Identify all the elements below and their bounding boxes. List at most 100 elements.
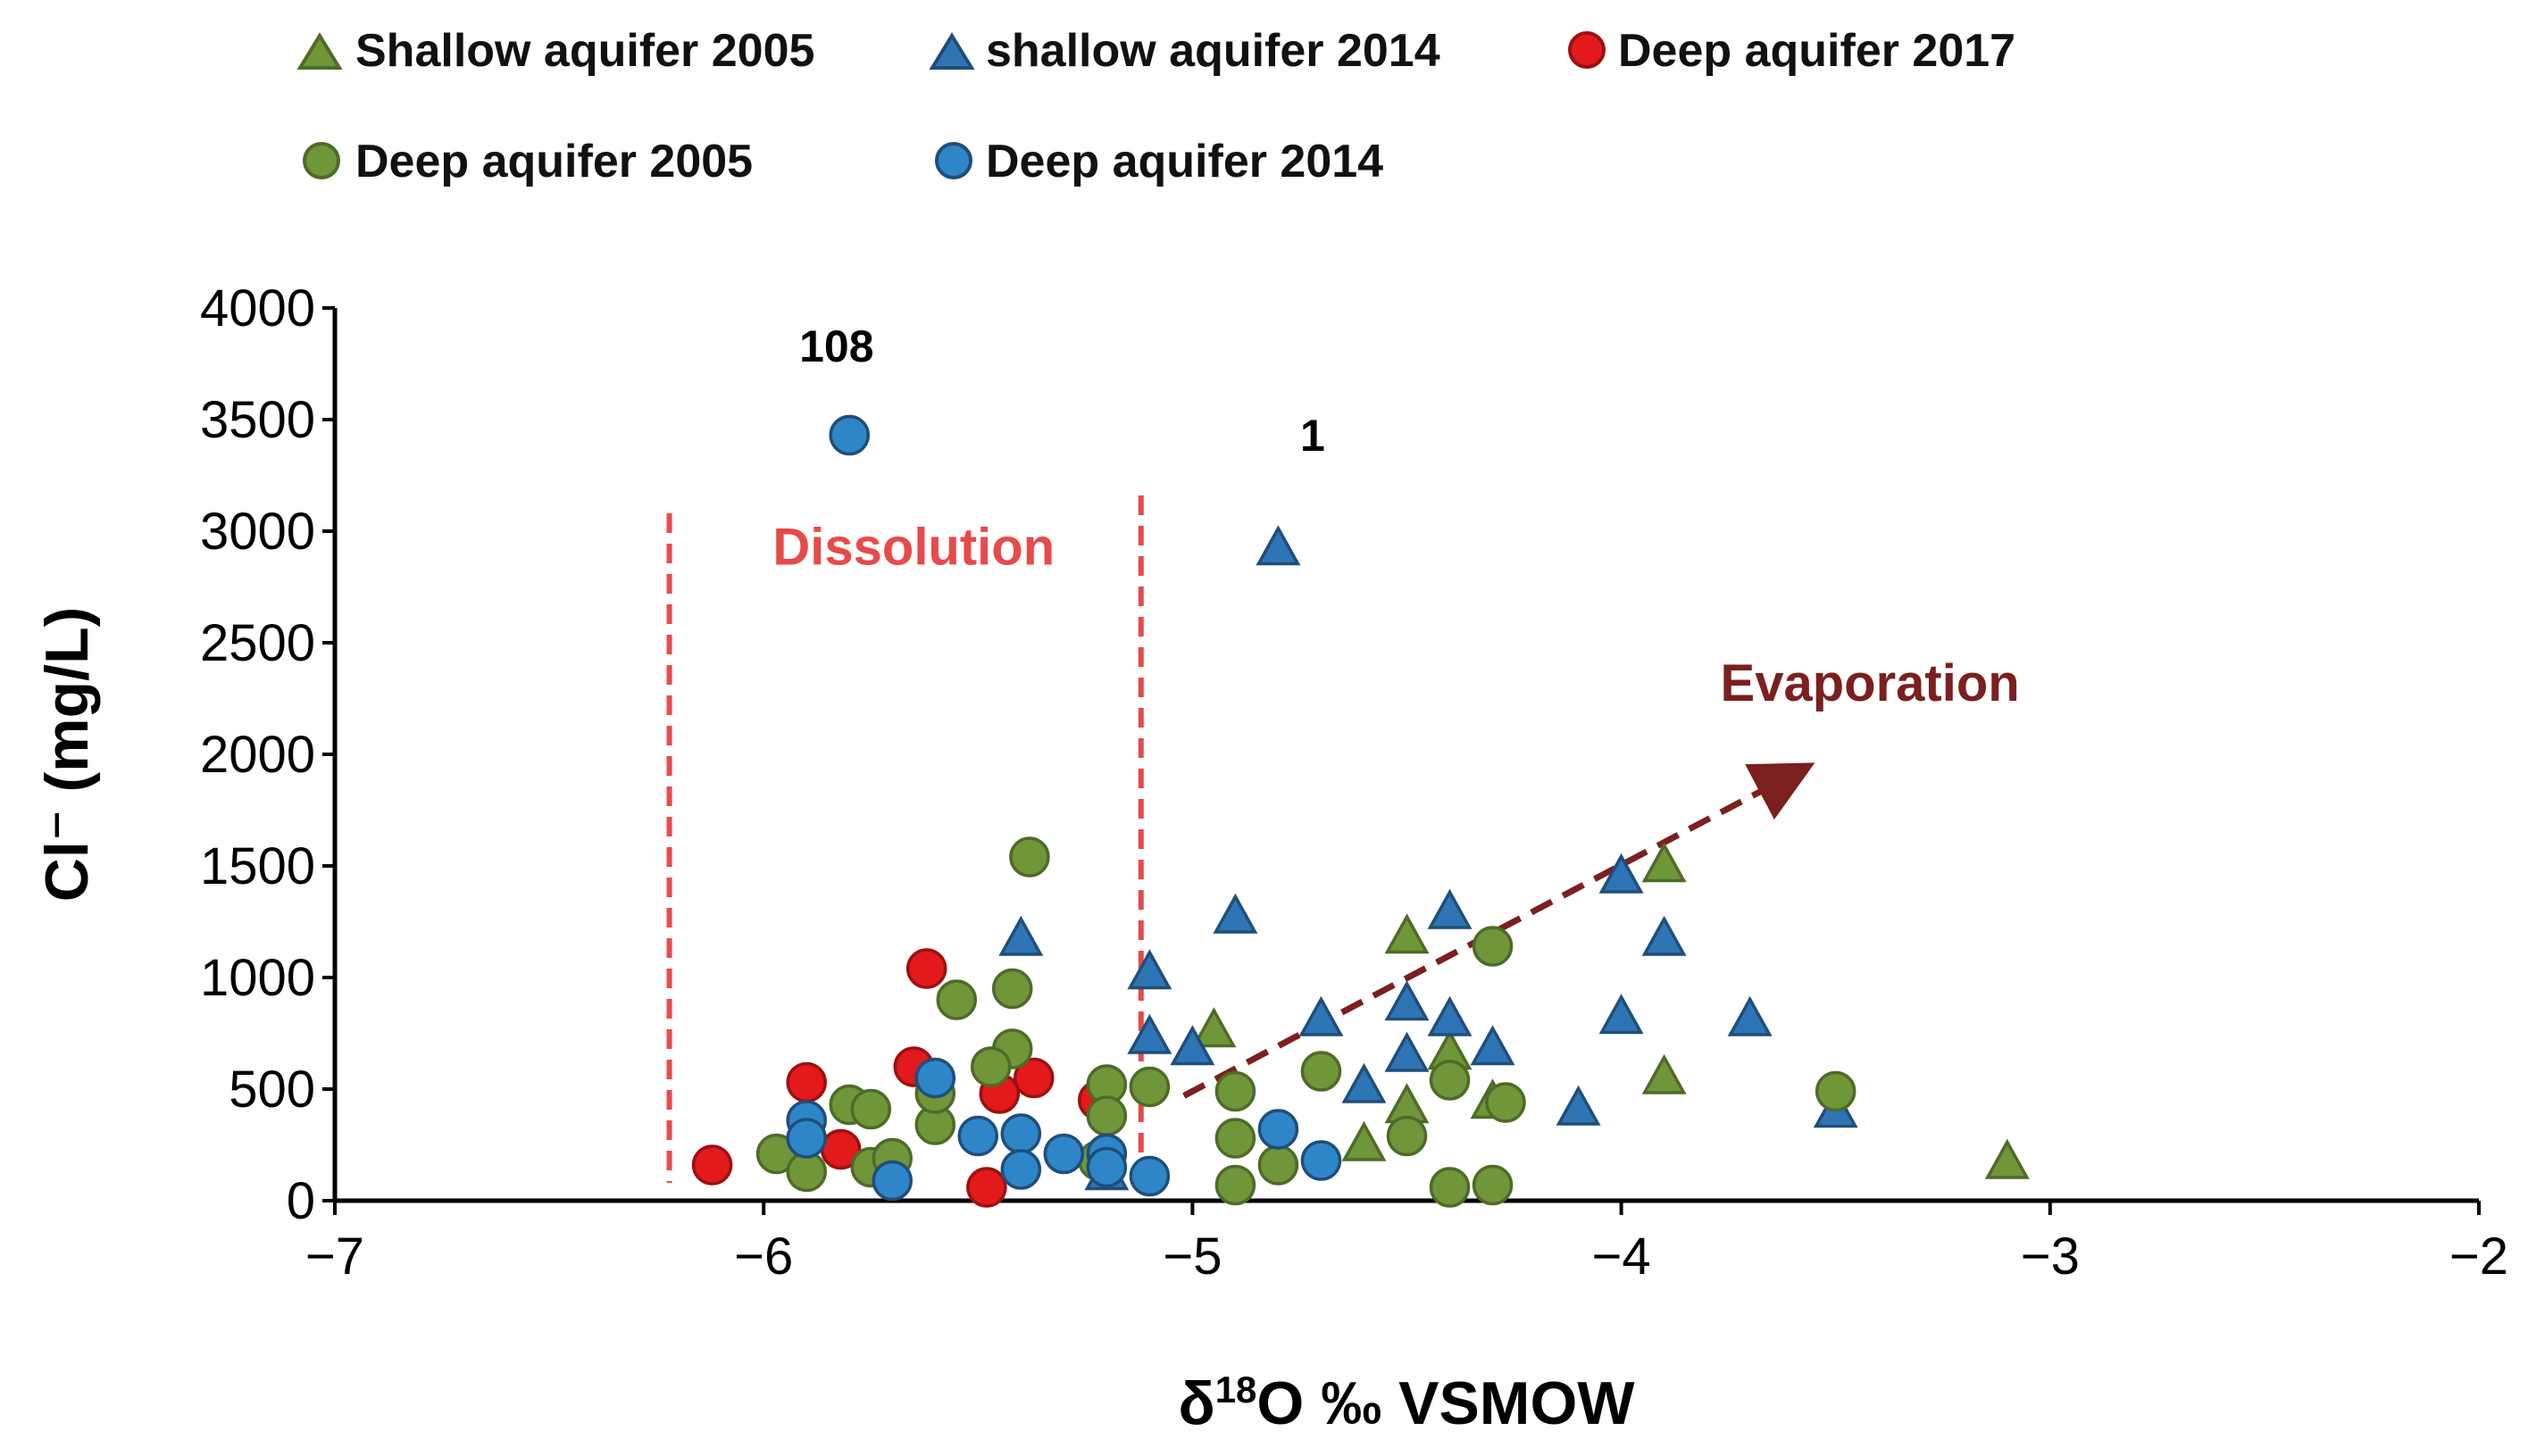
annotation-108: 108: [799, 321, 873, 371]
point-shallow-aquifer-2005[interactable]: [1191, 1007, 1237, 1048]
point-shallow-aquifer-2014[interactable]: [1298, 995, 1344, 1036]
point-deep-aquifer-2014[interactable]: [1043, 1133, 1085, 1175]
point-shallow-aquifer-2014[interactable]: [1384, 980, 1430, 1021]
point-deep-aquifer-2005[interactable]: [991, 968, 1033, 1010]
legend-item-deep-2014[interactable]: Deep aquifer 2014: [935, 136, 1383, 187]
y-ticks: 0 500 1000 1500 2000 2500 3000 3500 4000: [200, 279, 335, 1230]
legend-item-shallow-2005[interactable]: Shallow aquifer 2005: [296, 25, 814, 77]
y-tick-label: 3500: [200, 391, 315, 449]
point-shallow-aquifer-2014[interactable]: [1127, 949, 1172, 990]
point-deep-aquifer-2014[interactable]: [1257, 1109, 1299, 1150]
legend-marker-circle-blue-icon: [935, 142, 972, 179]
point-shallow-aquifer-2014[interactable]: [1341, 1062, 1387, 1103]
x-tick-label: −6: [734, 1227, 793, 1285]
point-shallow-aquifer-2014[interactable]: [1127, 1013, 1172, 1054]
point-deep-aquifer-2005[interactable]: [1815, 1070, 1856, 1112]
point-deep-aquifer-2017[interactable]: [786, 1061, 827, 1103]
legend-label: shallow aquifer 2014: [986, 25, 1440, 77]
legend-label: Shallow aquifer 2005: [355, 25, 814, 77]
point-deep-aquifer-2005[interactable]: [1086, 1095, 1128, 1136]
x-axis-title: δ18O ‰ VSMOW: [1178, 1369, 1635, 1437]
y-axis-title: Cl⁻ (mg/L): [33, 607, 101, 903]
point-deep-aquifer-2017[interactable]: [1013, 1057, 1055, 1099]
legend-marker-triangle-green-icon: [296, 32, 343, 70]
y-tick-label: 4000: [200, 279, 315, 337]
legend-item-deep-2005[interactable]: Deep aquifer 2005: [303, 136, 753, 187]
point-deep-aquifer-2005[interactable]: [936, 979, 978, 1020]
point-deep-aquifer-2014[interactable]: [1300, 1140, 1342, 1181]
point-shallow-aquifer-2014[interactable]: [1598, 853, 1644, 894]
point-shallow-aquifer-2005[interactable]: [1341, 1120, 1387, 1161]
point-shallow-aquifer-2014[interactable]: [998, 915, 1044, 956]
point-shallow-aquifer-2014[interactable]: [1427, 995, 1473, 1036]
point-deep-aquifer-2005[interactable]: [1429, 1060, 1471, 1101]
point-deep-aquifer-2005[interactable]: [1300, 1051, 1342, 1092]
point-shallow-aquifer-2005[interactable]: [1641, 1053, 1687, 1094]
point-deep-aquifer-2005[interactable]: [1472, 1164, 1514, 1206]
annotation-1: 1: [1300, 411, 1325, 461]
point-shallow-aquifer-2014[interactable]: [1213, 893, 1258, 934]
y-tick-label: 2000: [200, 726, 315, 784]
point-deep-aquifer-2014[interactable]: [1129, 1155, 1171, 1197]
point-shallow-aquifer-2014[interactable]: [1727, 995, 1773, 1036]
point-deep-aquifer-2005[interactable]: [1257, 1144, 1299, 1186]
point-deep-aquifer-2017[interactable]: [966, 1167, 1007, 1208]
point-shallow-aquifer-2014[interactable]: [1256, 525, 1301, 566]
legend-label: Deep aquifer 2005: [355, 136, 753, 187]
point-deep-aquifer-2005[interactable]: [1429, 1167, 1471, 1208]
point-deep-aquifer-2005[interactable]: [1214, 1070, 1256, 1112]
point-shallow-aquifer-2005[interactable]: [1984, 1138, 2030, 1179]
point-deep-aquifer-2014[interactable]: [957, 1115, 999, 1157]
x-ticks: −7 −6 −5 −4 −3 −2: [305, 1201, 2508, 1285]
legend-item-deep-2017[interactable]: Deep aquifer 2017: [1568, 25, 2015, 77]
point-deep-aquifer-2017[interactable]: [905, 948, 947, 989]
point-deep-aquifer-2014[interactable]: [1000, 1149, 1042, 1190]
y-tick-label: 0: [287, 1172, 315, 1230]
point-deep-aquifer-2005[interactable]: [1129, 1066, 1171, 1108]
y-tick-label: 500: [229, 1061, 315, 1119]
point-deep-aquifer-2005[interactable]: [970, 1046, 1012, 1087]
legend-marker-circle-green-icon: [303, 142, 340, 179]
y-tick-label: 1000: [200, 949, 315, 1007]
point-deep-aquifer-2005[interactable]: [1472, 926, 1514, 967]
legend-label: Deep aquifer 2017: [1618, 25, 2015, 77]
point-deep-aquifer-2017[interactable]: [691, 1144, 733, 1186]
point-shallow-aquifer-2014[interactable]: [1641, 915, 1687, 956]
point-shallow-aquifer-2014[interactable]: [1556, 1085, 1601, 1126]
point-shallow-aquifer-2014[interactable]: [1427, 888, 1473, 929]
point-deep-aquifer-2014[interactable]: [829, 414, 870, 456]
point-deep-aquifer-2005[interactable]: [786, 1151, 827, 1193]
legend-marker-circle-red-icon: [1568, 31, 1606, 69]
point-deep-aquifer-2014[interactable]: [872, 1160, 914, 1202]
point-shallow-aquifer-2014[interactable]: [1470, 1025, 1515, 1066]
point-deep-aquifer-2014[interactable]: [1086, 1146, 1128, 1188]
point-shallow-aquifer-2014[interactable]: [1598, 994, 1644, 1035]
annotations: 108 1 Dissolution Evaporation: [772, 321, 2019, 712]
x-tick-label: −4: [1592, 1227, 1651, 1285]
point-deep-aquifer-2005[interactable]: [1214, 1164, 1256, 1206]
y-tick-label: 2500: [200, 614, 315, 672]
point-shallow-aquifer-2014[interactable]: [1170, 1025, 1215, 1066]
legend-item-shallow-2014[interactable]: shallow aquifer 2014: [929, 25, 1440, 77]
point-deep-aquifer-2014[interactable]: [786, 1118, 827, 1159]
point-shallow-aquifer-2005[interactable]: [1384, 913, 1430, 954]
point-deep-aquifer-2005[interactable]: [850, 1088, 891, 1130]
x-tick-label: −5: [1163, 1227, 1222, 1285]
annotation-dissolution: Dissolution: [772, 519, 1055, 577]
point-deep-aquifer-2014[interactable]: [1000, 1113, 1042, 1154]
point-deep-aquifer-2005[interactable]: [1485, 1082, 1526, 1123]
point-deep-aquifer-2005[interactable]: [1214, 1118, 1256, 1159]
legend-label: Deep aquifer 2014: [986, 136, 1383, 187]
x-tick-label: −3: [2021, 1227, 2080, 1285]
point-deep-aquifer-2005[interactable]: [1009, 836, 1050, 878]
y-tick-label: 1500: [200, 837, 315, 895]
point-deep-aquifer-2005[interactable]: [1386, 1115, 1428, 1157]
point-shallow-aquifer-2014[interactable]: [1384, 1031, 1430, 1072]
legend: Shallow aquifer 2005 shallow aquifer 201…: [296, 25, 2015, 187]
x-tick-label: −2: [2449, 1227, 2508, 1285]
x-tick-label: −7: [305, 1227, 364, 1285]
point-shallow-aquifer-2005[interactable]: [1641, 842, 1687, 883]
point-deep-aquifer-2014[interactable]: [914, 1057, 956, 1099]
